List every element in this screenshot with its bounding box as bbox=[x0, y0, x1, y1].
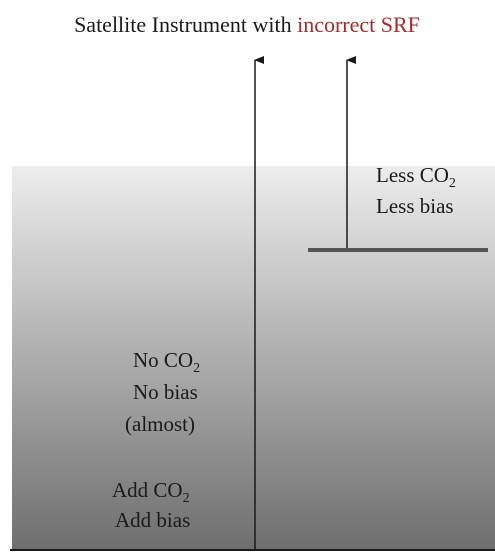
diagram-title: Satellite Instrument with incorrect SRF bbox=[74, 12, 420, 37]
add-co2-subscript: 2 bbox=[183, 491, 190, 506]
almost-label: (almost) bbox=[125, 412, 195, 436]
no-co2-subscript: 2 bbox=[193, 361, 200, 376]
less-co2-subscript: 2 bbox=[449, 176, 456, 191]
less-co2-label: Less CO2 bbox=[376, 163, 456, 191]
title-highlight: incorrect SRF bbox=[297, 12, 420, 37]
title-prefix: Satellite Instrument with bbox=[74, 12, 297, 37]
add-co2-label: Add CO2 bbox=[112, 478, 190, 506]
less-bias-label: Less bias bbox=[376, 194, 454, 218]
no-bias-label: No bias bbox=[133, 380, 198, 404]
atmosphere-gradient-block bbox=[12, 166, 495, 550]
add-bias-label: Add bias bbox=[115, 508, 190, 532]
no-co2-label: No CO2 bbox=[133, 348, 200, 376]
